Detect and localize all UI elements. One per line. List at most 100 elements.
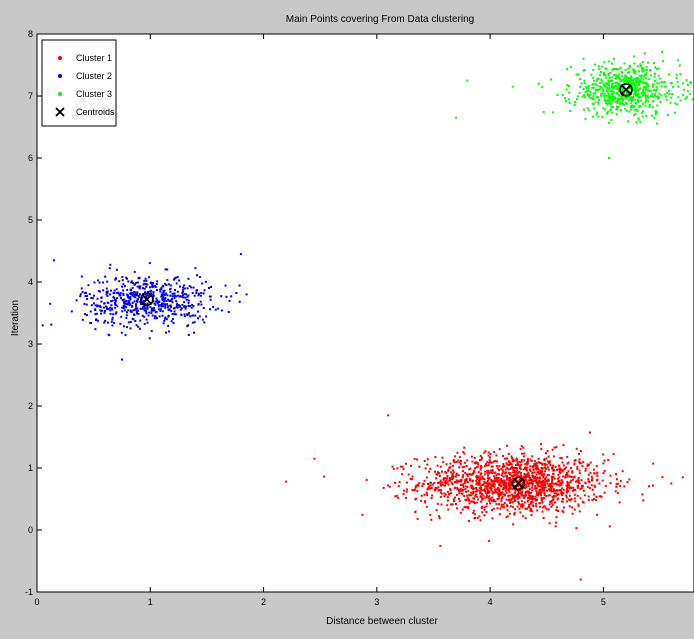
data-point — [654, 113, 657, 115]
data-point — [446, 475, 449, 478]
data-point — [158, 300, 161, 303]
data-point — [103, 321, 106, 324]
data-point — [546, 479, 549, 482]
data-point — [653, 75, 656, 78]
data-point — [448, 476, 451, 479]
data-point — [569, 481, 572, 484]
data-point — [604, 484, 607, 487]
data-point — [550, 486, 553, 489]
data-point — [145, 312, 148, 315]
data-point — [175, 282, 178, 285]
data-point — [179, 285, 181, 288]
data-point — [622, 78, 625, 81]
data-point — [617, 89, 620, 92]
data-point — [517, 491, 520, 494]
data-point — [492, 500, 495, 503]
data-point — [637, 80, 640, 83]
data-point — [126, 289, 129, 291]
x-tick-label: 2 — [261, 597, 266, 607]
data-point — [187, 299, 190, 302]
data-point — [153, 309, 156, 312]
data-point — [656, 82, 659, 85]
data-point — [488, 499, 491, 502]
data-point — [555, 446, 558, 449]
data-point — [173, 278, 175, 281]
data-point — [131, 286, 134, 289]
data-point — [594, 63, 597, 66]
data-point — [183, 315, 186, 317]
data-point — [529, 482, 531, 484]
data-point — [528, 492, 531, 495]
data-point — [173, 277, 176, 280]
data-point — [618, 84, 621, 87]
data-point — [525, 473, 527, 476]
data-point — [130, 288, 132, 291]
data-point — [577, 503, 580, 506]
data-point — [614, 490, 617, 493]
data-point — [115, 268, 118, 271]
data-point — [610, 62, 613, 65]
data-point — [571, 512, 574, 515]
data-point — [493, 488, 496, 491]
data-point — [487, 454, 490, 457]
data-point — [613, 57, 615, 60]
data-point — [610, 94, 613, 97]
data-point — [628, 70, 631, 73]
data-point — [164, 305, 167, 307]
data-point — [569, 499, 572, 502]
data-point — [501, 469, 504, 472]
data-point — [637, 81, 640, 84]
data-point — [463, 465, 466, 468]
data-point — [162, 296, 165, 299]
data-point — [523, 475, 526, 478]
data-point — [182, 296, 185, 299]
data-point — [187, 301, 190, 304]
data-point — [145, 318, 148, 321]
data-point — [476, 495, 479, 498]
data-point — [524, 463, 527, 466]
data-point — [479, 519, 482, 522]
data-point — [96, 297, 99, 300]
data-point — [644, 77, 647, 80]
data-point — [543, 483, 546, 486]
data-point — [555, 516, 558, 519]
data-point — [531, 489, 534, 492]
data-point — [623, 84, 626, 87]
data-point — [472, 479, 474, 482]
data-point — [531, 465, 534, 468]
data-point — [163, 319, 166, 322]
data-point — [132, 282, 134, 284]
data-point — [473, 513, 476, 516]
data-point — [484, 496, 487, 499]
data-point — [449, 462, 452, 465]
data-point — [413, 457, 416, 460]
data-point — [590, 73, 593, 76]
data-point — [425, 505, 428, 508]
data-point — [551, 495, 554, 498]
data-point — [520, 486, 522, 489]
data-point — [79, 293, 82, 296]
data-point — [469, 484, 472, 487]
data-point — [647, 61, 650, 64]
data-point — [459, 511, 462, 514]
data-point — [475, 466, 478, 469]
data-point — [178, 295, 181, 298]
data-point — [558, 476, 561, 479]
data-point — [511, 493, 514, 496]
data-point — [612, 74, 615, 77]
data-point — [128, 302, 131, 304]
data-point — [527, 506, 530, 509]
data-point — [579, 450, 582, 452]
data-point — [519, 474, 522, 477]
data-point — [100, 296, 103, 299]
data-point — [95, 312, 98, 315]
data-point — [508, 484, 510, 487]
data-point — [480, 488, 483, 491]
data-point — [584, 96, 586, 99]
data-point — [195, 291, 198, 294]
data-point — [458, 500, 461, 503]
data-point — [565, 489, 568, 492]
data-point — [623, 92, 626, 95]
data-point — [480, 458, 483, 461]
data-point — [524, 492, 527, 495]
